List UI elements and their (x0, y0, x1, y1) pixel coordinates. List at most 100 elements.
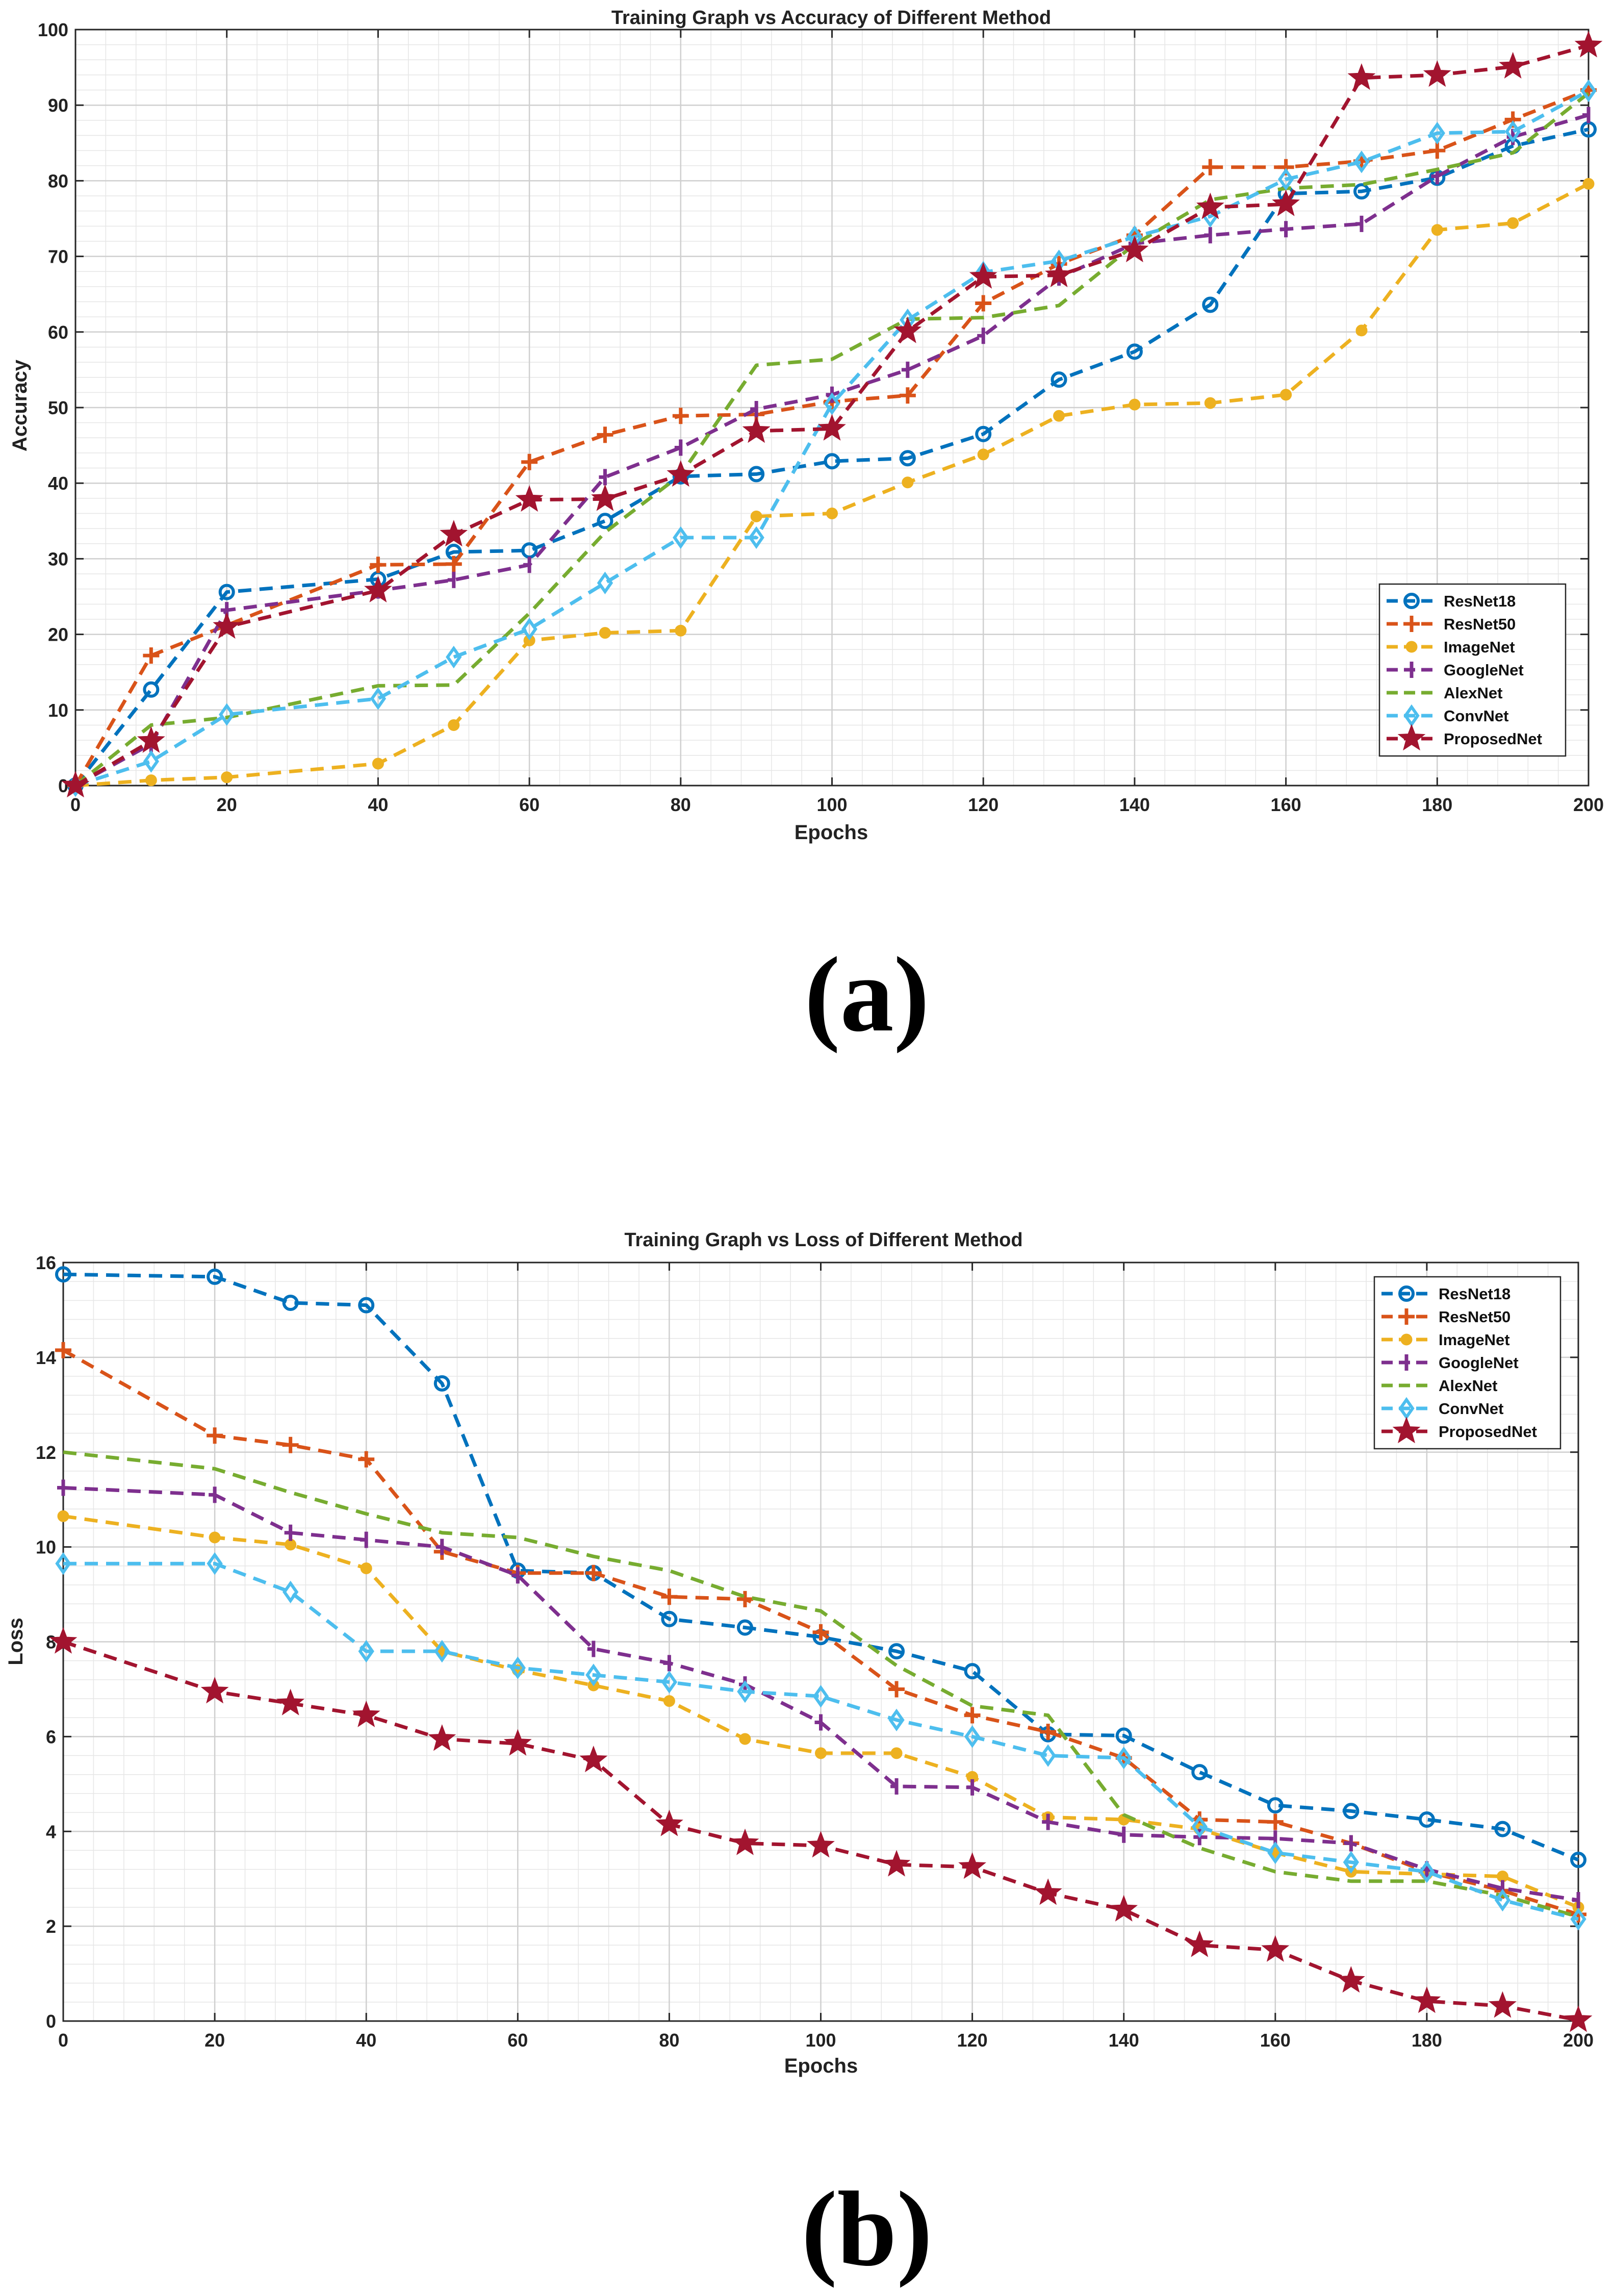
chart-b-ytick-label: 6 (46, 1726, 56, 1747)
chart-b-ylabel: Loss (5, 1618, 27, 1665)
chart-b-xtick-label: 100 (805, 2030, 836, 2051)
chart-a-point-imagenet (145, 774, 157, 787)
chart-b-series (49, 1266, 1593, 2032)
chart-a-point-proposednet (1423, 60, 1451, 87)
chart-b-point-imagenet (57, 1510, 69, 1522)
chart-b-line-resnet50 (62, 1348, 1579, 1916)
chart-a-point-convnet (446, 645, 462, 669)
chart-b-point-convnet (1267, 1841, 1284, 1864)
chart-a-point-convnet (370, 687, 387, 710)
chart-a-series-imagenet (69, 178, 1595, 792)
chart-a-point-googlenet (1355, 215, 1364, 232)
chart-b-point-convnet (812, 1685, 829, 1708)
chart-a-point-proposednet (742, 416, 771, 443)
chart-a-xtick-label: 200 (1573, 794, 1604, 815)
chart-b-point-googlenet (1572, 1892, 1580, 1909)
chart-b-point-convnet (661, 1671, 678, 1694)
chart-a-ytick-label: 90 (48, 95, 68, 116)
chart-b-point-convnet (888, 1708, 905, 1732)
chart-b-point-imagenet (815, 1747, 827, 1759)
chart-b-point-resnet18 (282, 1294, 299, 1311)
chart-b-legend: ResNet18 ResNet50 ImageNet GoogleNet AlexNet… (1373, 1276, 1561, 1450)
chart-b-point-resnet18 (661, 1610, 678, 1627)
chart-b-point-proposednet (1185, 1930, 1214, 1957)
chart-a-point-imagenet (1204, 397, 1216, 409)
chart-a-title: Training Graph vs Accuracy of Different … (611, 7, 1051, 29)
chart-b-line-convnet (63, 1561, 1579, 1921)
chart-a-ytick-label: 0 (58, 775, 68, 796)
chart-a-ytick-label: 30 (48, 548, 68, 569)
chart-b-point-resnet18 (1570, 1852, 1586, 1869)
chart-a-line-resnet50 (73, 88, 1590, 787)
chart-b-point-proposednet (1034, 1878, 1062, 1905)
chart-b-legend-label-alexnet: AlexNet (1439, 1377, 1497, 1395)
chart-b-xtick-label: 40 (356, 2030, 376, 2051)
chart-a-point-proposednet (1499, 52, 1527, 79)
chart-a-point-googlenet (901, 361, 910, 378)
chart-a-point-imagenet (675, 624, 687, 637)
chart-b-point-resnet18 (1418, 1811, 1435, 1828)
chart-b-point-convnet (207, 1552, 223, 1575)
chart-a-point-proposednet (213, 612, 241, 639)
chart-a-point-googlenet (674, 439, 683, 456)
chart-a-ytick-label: 100 (38, 19, 68, 40)
chart-a-point-convnet (1429, 121, 1445, 145)
chart-b-point-googlenet (587, 1641, 596, 1657)
chart-b-series-proposednet (49, 1627, 1593, 2032)
chart-a-point-resnet18 (1202, 296, 1219, 313)
chart-b-point-resnet18 (55, 1266, 71, 1283)
chart-b-ticks: 0 20 40 60 80 100 120 140 160 180 200 0 2 4 6 8 10 12 14 16 (36, 1252, 1594, 2051)
chart-b-point-proposednet (579, 1745, 608, 1773)
chart-a-point-resnet18 (1126, 343, 1143, 360)
chart-a-point-proposednet (61, 771, 90, 798)
chart-b-point-resnet18 (888, 1643, 905, 1660)
chart-a-ytick-label: 50 (48, 397, 68, 418)
chart-b-line-googlenet (63, 1486, 1579, 1902)
chart-b-point-convnet (282, 1580, 299, 1604)
chart-a-legend-label-convnet: ConvNet (1444, 707, 1508, 725)
chart-b-xtick-label: 180 (1412, 2030, 1442, 2051)
chart-a-point-googlenet (977, 327, 985, 344)
chart-b-point-googlenet (57, 1479, 65, 1496)
chart-a-point-googlenet (447, 571, 456, 588)
chart-b-point-convnet (434, 1639, 450, 1663)
chart-b-point-imagenet (360, 1562, 372, 1574)
chart-b-point-googlenet (1117, 1826, 1126, 1843)
chart-a-point-imagenet (1507, 217, 1519, 229)
chart-b-line-proposednet (62, 1640, 1579, 2022)
chart-a-ylabel: Accuracy (9, 359, 31, 451)
chart-a-ytick-label: 80 (48, 170, 68, 191)
chart-b-point-resnet18 (1267, 1797, 1284, 1814)
chart-b-point-resnet50 (55, 1342, 71, 1358)
chart-b-point-resnet18 (1494, 1821, 1511, 1837)
chart-a-point-resnet50 (975, 295, 992, 312)
chart-b-point-proposednet (958, 1852, 986, 1879)
chart-b-legend-marker-resnet50 (1398, 1308, 1415, 1325)
chart-a-point-imagenet (372, 758, 384, 770)
chart-b-series-alexnet (63, 1450, 1579, 1919)
chart-b-legend-marker-imagenet (1400, 1333, 1413, 1346)
chart-a-point-resnet18 (748, 466, 765, 483)
chart-a-xtick-label: 140 (1119, 794, 1150, 815)
chart-b-legend-marker-resnet18 (1398, 1285, 1415, 1302)
chart-a-point-imagenet (826, 507, 838, 519)
chart-b-xtick-label: 140 (1109, 2030, 1139, 2051)
chart-a-point-googlenet (599, 469, 607, 486)
chart-b-point-googlenet (966, 1779, 975, 1796)
chart-b-title: Training Graph vs Loss of Different Meth… (624, 1229, 1022, 1251)
chart-b-point-proposednet (1489, 1991, 1517, 2018)
chart-a-point-resnet18 (218, 584, 235, 600)
chart-a-xtick-label: 80 (671, 794, 691, 815)
chart-b-point-resnet18 (736, 1619, 753, 1636)
chart-a-point-convnet (1580, 79, 1597, 103)
chart-a-line-resnet18 (74, 128, 1589, 787)
chart-a-legend: ResNet18 ResNet50 ImageNet GoogleNet AlexNet… (1378, 583, 1567, 757)
chart-a-point-proposednet (1196, 192, 1224, 219)
chart-b-point-convnet (1570, 1907, 1586, 1931)
chart-b-point-convnet (1343, 1851, 1360, 1874)
chart-b-legend-label-resnet50: ResNet50 (1439, 1308, 1510, 1326)
chart-a-point-resnet18 (1051, 371, 1067, 388)
chart-a-xlabel: Epochs (795, 821, 868, 844)
chart-b-point-proposednet (49, 1627, 78, 1654)
chart-b-point-resnet50 (1040, 1724, 1057, 1740)
